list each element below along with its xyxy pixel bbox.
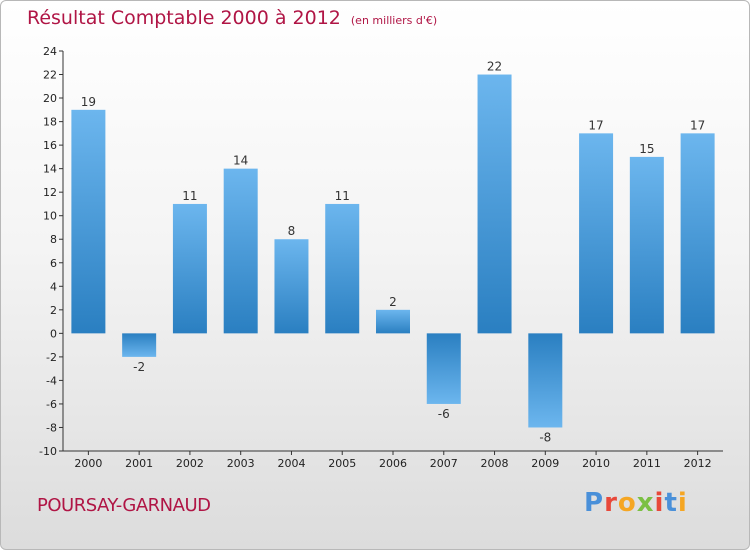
value-label: 15 xyxy=(639,142,654,156)
chart-subtitle: (en milliers d'€) xyxy=(350,14,438,27)
x-tick-label: 2000 xyxy=(74,457,102,470)
y-tick-label: -8 xyxy=(46,421,57,434)
y-tick-label: 2 xyxy=(50,304,57,317)
y-tick-label: -6 xyxy=(46,398,57,411)
y-tick-label: 22 xyxy=(43,69,57,82)
value-label: 17 xyxy=(690,118,705,132)
y-tick-label: -2 xyxy=(46,351,57,364)
y-tick-label: 24 xyxy=(43,45,57,58)
chart-title-text: Résultat Comptable 2000 à 2012 xyxy=(27,7,341,29)
bar-2002 xyxy=(172,203,207,334)
bar-2007 xyxy=(426,333,461,404)
x-tick-label: 2006 xyxy=(379,457,407,470)
logo-letter: i xyxy=(654,488,665,518)
y-tick-label: 0 xyxy=(50,327,57,340)
bar-2010 xyxy=(579,133,614,334)
x-tick-label: 2005 xyxy=(328,457,356,470)
bar-2011 xyxy=(629,156,664,334)
y-tick-label: -4 xyxy=(46,374,57,387)
bar-2001 xyxy=(122,333,157,357)
value-label: 17 xyxy=(588,118,603,132)
logo-letter: o xyxy=(617,488,637,518)
value-label: -8 xyxy=(539,430,551,444)
y-tick-label: 10 xyxy=(43,210,57,223)
commune-name: POURSAY-GARNAUD xyxy=(37,495,211,516)
logo-letter: x xyxy=(636,488,655,518)
bar-2005 xyxy=(325,203,360,334)
x-tick-label: 2011 xyxy=(633,457,661,470)
bar-2004 xyxy=(274,239,309,334)
proxiti-logo[interactable]: Proxiti xyxy=(584,488,688,518)
y-tick-label: -10 xyxy=(39,445,57,458)
y-tick-label: 14 xyxy=(43,163,57,176)
value-label: 14 xyxy=(233,154,248,168)
x-tick-label: 2008 xyxy=(481,457,509,470)
logo-letter: i xyxy=(677,488,688,518)
logo-letter: P xyxy=(584,488,605,518)
y-tick-label: 12 xyxy=(43,186,57,199)
bar-2000 xyxy=(71,109,106,334)
value-label: 2 xyxy=(389,295,397,309)
y-tick-label: 6 xyxy=(50,257,57,270)
x-tick-label: 2007 xyxy=(430,457,458,470)
value-label: 11 xyxy=(182,189,197,203)
logo-letter: t xyxy=(664,488,678,518)
logo-text: Proxiti xyxy=(584,488,688,518)
value-label: 8 xyxy=(288,224,296,238)
x-tick-label: 2004 xyxy=(277,457,305,470)
bar-2009 xyxy=(528,333,563,428)
x-tick-label: 2012 xyxy=(684,457,712,470)
y-tick-label: 4 xyxy=(50,280,57,293)
bar-2006 xyxy=(376,309,410,334)
x-tick-label: 2009 xyxy=(531,457,559,470)
value-label: -6 xyxy=(438,407,450,421)
logo-letter: r xyxy=(604,488,618,518)
chart-title: Résultat Comptable 2000 à 2012 (en millie… xyxy=(27,7,437,29)
value-label: -2 xyxy=(133,360,145,374)
value-label: 11 xyxy=(335,189,350,203)
x-tick-label: 2010 xyxy=(582,457,610,470)
bar-2008 xyxy=(477,74,512,334)
bar-2003 xyxy=(223,168,258,334)
value-label: 19 xyxy=(81,95,96,109)
y-tick-label: 8 xyxy=(50,233,57,246)
value-label: 22 xyxy=(487,60,502,74)
bar-2012 xyxy=(680,133,715,334)
x-tick-label: 2003 xyxy=(227,457,255,470)
x-tick-label: 2002 xyxy=(176,457,204,470)
y-tick-label: 20 xyxy=(43,92,57,105)
x-tick-label: 2001 xyxy=(125,457,153,470)
y-tick-label: 18 xyxy=(43,116,57,129)
y-tick-label: 16 xyxy=(43,139,57,152)
